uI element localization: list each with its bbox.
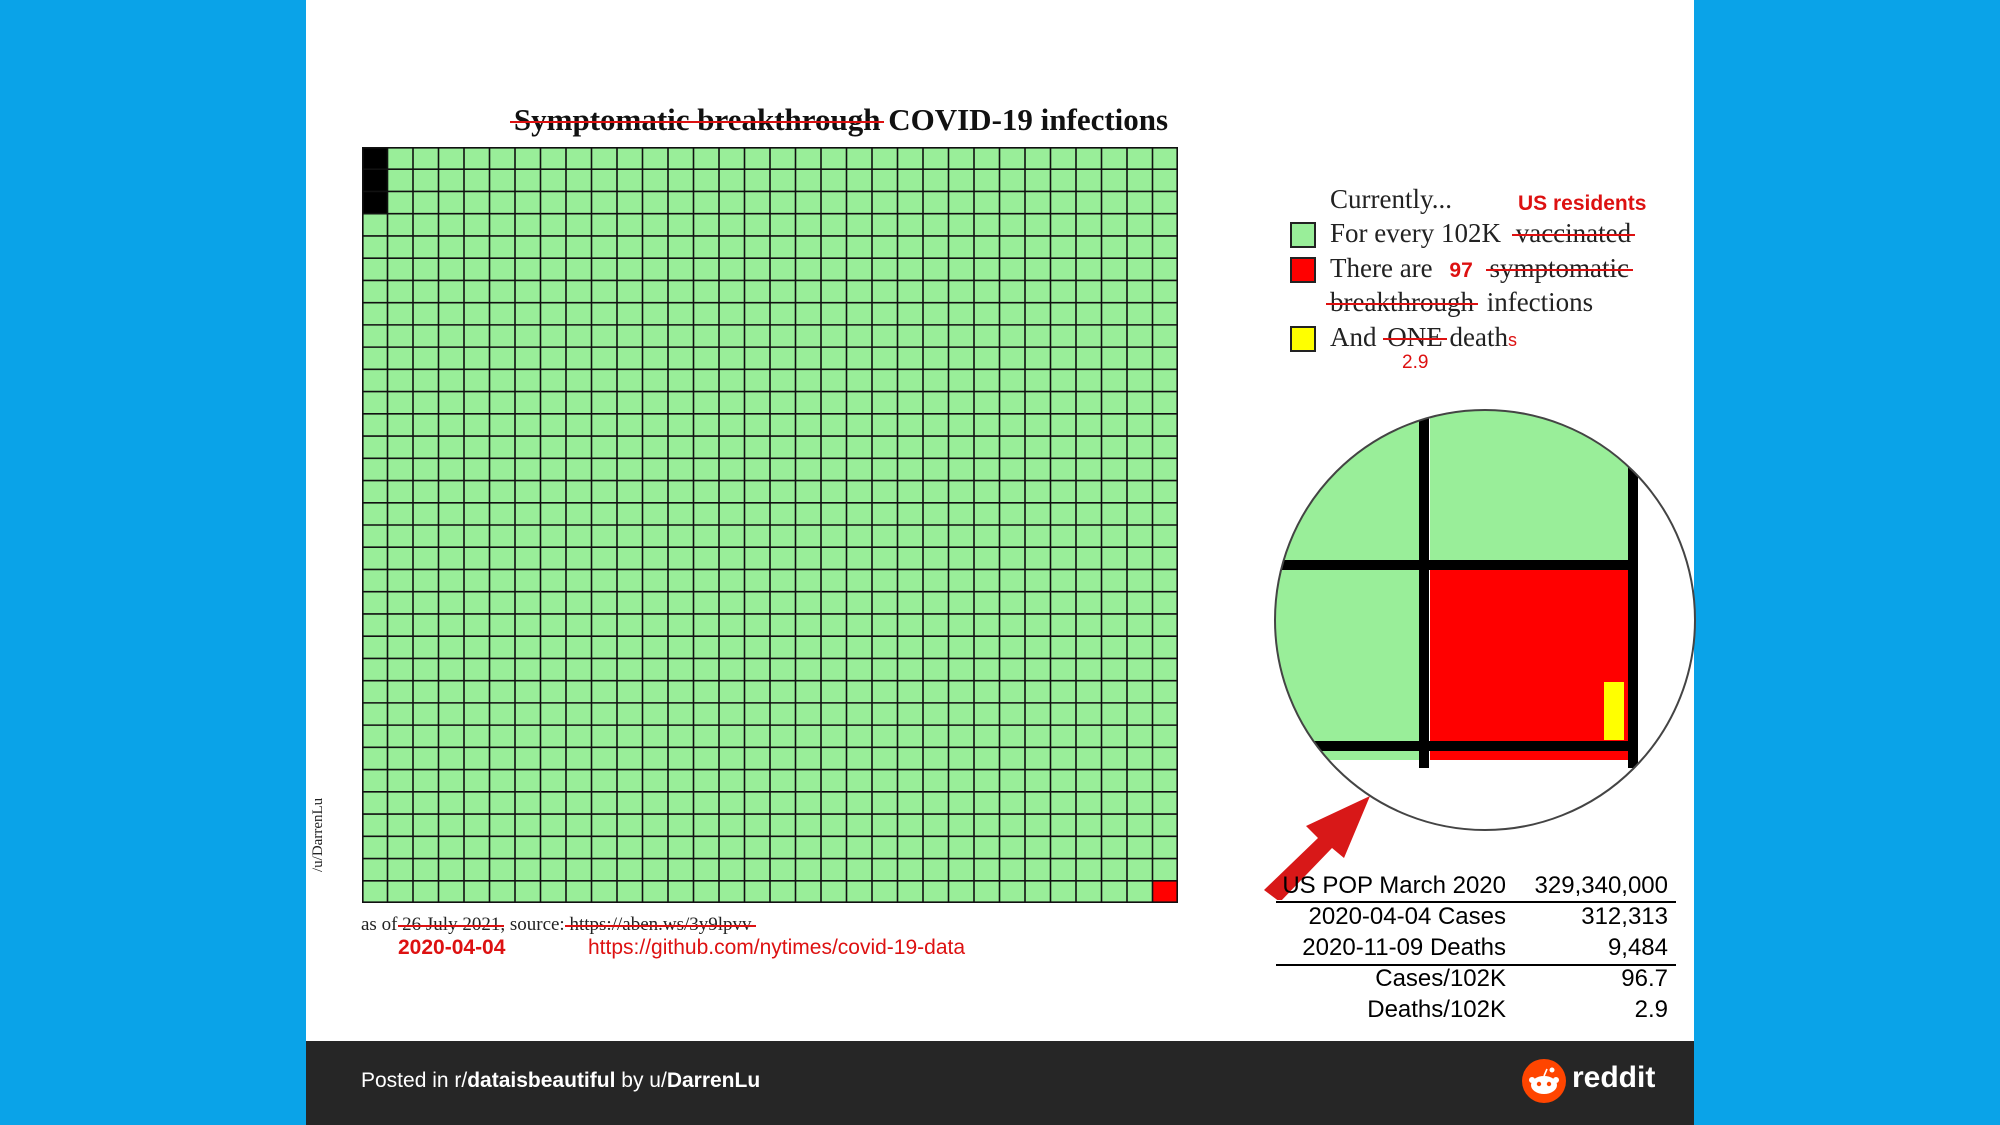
user-link[interactable]: DarrenLu bbox=[666, 1069, 761, 1092]
inset-cell-bottom-left bbox=[1275, 570, 1420, 760]
stats-label: 2020-11-09 Deaths bbox=[1302, 934, 1506, 961]
stats-value: 2.9 bbox=[1634, 996, 1668, 1023]
inset-cell-top-right bbox=[1430, 410, 1630, 560]
posted-in-prefix: Posted in r/ bbox=[361, 1069, 468, 1092]
stats-rule-top bbox=[1276, 901, 1676, 903]
title-kept: COVID-19 infections bbox=[888, 102, 1169, 137]
source-new-date: 2020-04-04 bbox=[398, 936, 506, 959]
posted-in-line: Posted in r/dataisbeautiful by u/DarrenL… bbox=[361, 1069, 760, 1093]
stats-label: Deaths/102K bbox=[1367, 996, 1506, 1023]
title-struck: Symptomatic breakthrough bbox=[513, 102, 881, 137]
waffle-grid bbox=[362, 147, 1178, 903]
stats-table: US POP March 2020 329,340,000 2020-04-04… bbox=[1276, 870, 1680, 1025]
subreddit-link[interactable]: dataisbeautiful bbox=[467, 1069, 616, 1092]
legend-row3-value: 2.9 bbox=[1402, 352, 1429, 373]
legend-row-infections: There are 97 symptomatic bbox=[1330, 253, 1629, 284]
chart-title: Symptomatic breakthrough COVID-19 infect… bbox=[436, 102, 1246, 138]
stats-row: Cases/102K 96.7 bbox=[1276, 963, 1680, 994]
legend-row3-tail: death bbox=[1449, 322, 1508, 352]
stats-label: Cases/102K bbox=[1375, 965, 1506, 992]
legend-row2-struck-a: symptomatic bbox=[1489, 253, 1630, 283]
waffle-grid-lines bbox=[362, 147, 1178, 903]
author-credit: /u/DarrenLu bbox=[310, 797, 326, 872]
stats-value: 312,313 bbox=[1581, 903, 1668, 930]
legend-annotation-residents: US residents bbox=[1518, 192, 1647, 215]
legend-row2-tail: infections bbox=[1486, 287, 1594, 317]
legend-row2-text: There are bbox=[1330, 253, 1433, 283]
legend-intro: Currently... bbox=[1330, 184, 1452, 214]
posted-by: by u/ bbox=[615, 1069, 667, 1092]
inset-cell-infection bbox=[1430, 570, 1630, 760]
legend-row1-text: For every 102K bbox=[1330, 218, 1501, 248]
legend-row2-value: 97 bbox=[1449, 259, 1473, 282]
source-new-url: https://github.com/nytimes/covid-19-data bbox=[588, 936, 966, 959]
legend-row3-text: And bbox=[1330, 322, 1377, 352]
stats-label: US POP March 2020 bbox=[1282, 872, 1506, 899]
inset-cell-death bbox=[1604, 682, 1624, 740]
source-mid: , source: bbox=[500, 914, 565, 935]
magnified-inset bbox=[1274, 409, 1696, 831]
reddit-alien-icon bbox=[1522, 1059, 1566, 1103]
source-struck-date: 26 July 2021 bbox=[402, 914, 501, 935]
legend-row1-struck: vaccinated bbox=[1515, 218, 1632, 248]
stats-rule-mid bbox=[1276, 964, 1676, 966]
legend-row3-suffix: s bbox=[1507, 330, 1517, 350]
stats-label: 2020-04-04 Cases bbox=[1308, 903, 1506, 930]
stats-row: 2020-04-04 Cases 312,313 bbox=[1276, 901, 1680, 932]
source-struck-url: https://aben.ws/3y9lpvv bbox=[569, 914, 752, 935]
legend-swatch-population bbox=[1290, 222, 1316, 248]
stats-row: 2020-11-09 Deaths 9,484 bbox=[1276, 932, 1680, 963]
legend-row-population: For every 102K vaccinated bbox=[1330, 218, 1631, 249]
reddit-footer: Posted in r/dataisbeautiful by u/DarrenL… bbox=[306, 1041, 1694, 1125]
stats-row: US POP March 2020 329,340,000 bbox=[1276, 870, 1680, 901]
stats-row: Deaths/102K 2.9 bbox=[1276, 994, 1680, 1025]
legend-swatch-infections bbox=[1290, 257, 1316, 283]
source-prefix: as of bbox=[361, 914, 398, 935]
legend-row-deaths: And ONE deaths bbox=[1330, 322, 1517, 353]
waffle-corner-block bbox=[362, 147, 388, 214]
chart-card: Symptomatic breakthrough COVID-19 infect… bbox=[306, 0, 1696, 1041]
source-line: as of 26 July 2021, source: https://aben… bbox=[361, 914, 752, 936]
legend-row2-struck-b: breakthrough bbox=[1330, 287, 1474, 317]
reddit-wordmark: reddit bbox=[1572, 1061, 1656, 1094]
stats-value: 96.7 bbox=[1621, 965, 1668, 992]
legend-row-infections-cont: breakthrough infections bbox=[1330, 287, 1593, 318]
legend-row3-struck: ONE bbox=[1387, 322, 1443, 352]
zoom-arrow bbox=[1264, 796, 1370, 900]
stats-value: 329,340,000 bbox=[1534, 872, 1668, 899]
stats-value: 9,484 bbox=[1607, 934, 1668, 961]
waffle-infection-cell bbox=[1152, 880, 1178, 903]
legend-swatch-deaths bbox=[1290, 326, 1316, 352]
